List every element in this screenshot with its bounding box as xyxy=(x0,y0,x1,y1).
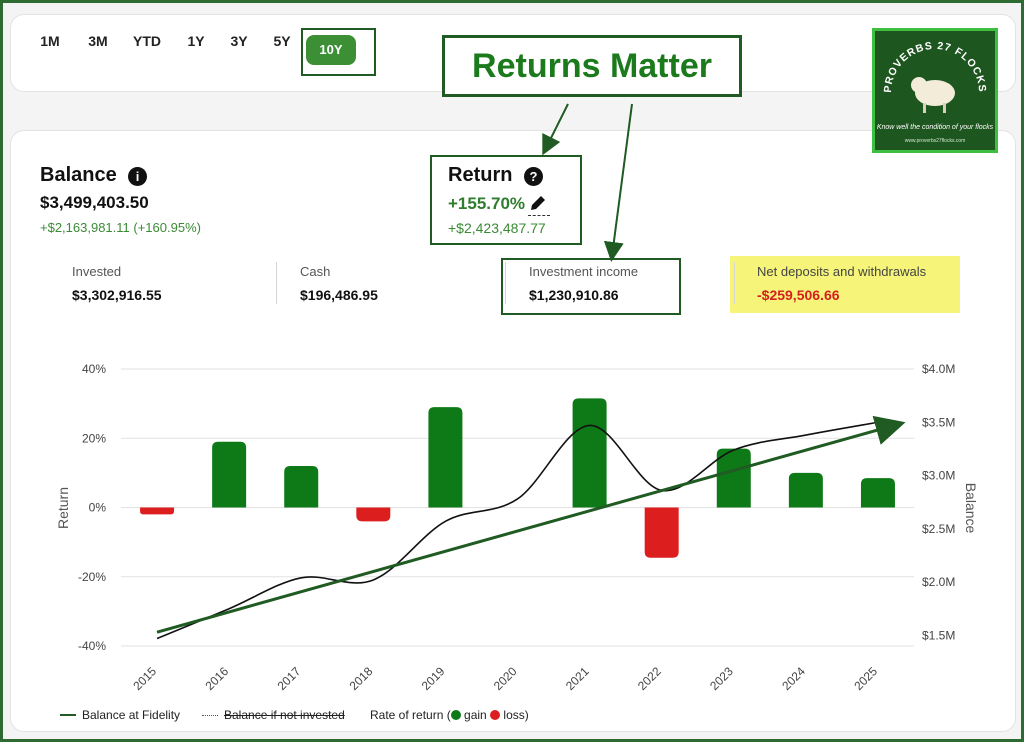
legend-gain-text: gain xyxy=(464,708,487,722)
legend-not-invested-text: Balance if not invested xyxy=(224,708,345,722)
range-tab-3y[interactable]: 3Y xyxy=(230,33,248,49)
cash-value: $196,486.95 xyxy=(300,287,378,303)
logo-url: www.proverbs27flocks.com xyxy=(905,138,966,144)
return-bar-2015 xyxy=(140,507,175,515)
y2-tick-label: $2.5M xyxy=(922,522,955,536)
range-tab-1y[interactable]: 1Y xyxy=(187,33,205,49)
y-tick-label: -40% xyxy=(78,639,106,653)
pencil-icon[interactable] xyxy=(528,193,550,216)
arrow-to-investment-income xyxy=(603,103,633,262)
range-tab-5y[interactable]: 5Y xyxy=(273,33,291,49)
return-bar-2022 xyxy=(644,507,679,558)
info-icon[interactable]: i xyxy=(128,167,147,186)
invested-value: $3,302,916.55 xyxy=(72,287,162,303)
range-tab-3m[interactable]: 3M xyxy=(88,33,108,49)
loss-dot-icon xyxy=(490,710,501,720)
y2-tick-label: $1.5M xyxy=(922,628,955,642)
y2-tick-label: $4.0M xyxy=(922,362,955,376)
x-tick-label: 2018 xyxy=(347,664,376,693)
balance-label: Balance xyxy=(40,164,117,186)
stat-divider xyxy=(276,262,277,304)
y-axis-label: Return xyxy=(55,487,71,529)
y-tick-label: 40% xyxy=(82,362,106,376)
investment-income-highlight-box xyxy=(501,258,681,315)
y-tick-label: -20% xyxy=(78,570,106,584)
x-tick-label: 2015 xyxy=(130,664,159,693)
summary-card xyxy=(10,130,1016,732)
range-highlight-box xyxy=(301,28,376,76)
return-bar-2017 xyxy=(284,465,319,508)
logo-verse: Know well the condition of your flocks xyxy=(877,124,994,131)
balance-change-pct: (+160.95%) xyxy=(133,220,201,235)
y-tick-label: 20% xyxy=(82,431,106,445)
stat-divider xyxy=(734,262,735,304)
x-tick-label: 2021 xyxy=(563,664,592,693)
stat-divider xyxy=(505,262,506,304)
x-tick-label: 2023 xyxy=(707,664,736,693)
range-tab-10y[interactable]: 10Y xyxy=(306,35,356,65)
return-bar-2019 xyxy=(428,407,463,508)
x-tick-label: 2022 xyxy=(635,664,664,693)
x-tick-label: 2016 xyxy=(202,664,231,693)
legend-balance-text: Balance at Fidelity xyxy=(82,708,181,722)
return-pct: +155.70% xyxy=(448,194,526,213)
investment-income-value: $1,230,910.86 xyxy=(529,287,619,303)
range-tab-ytd[interactable]: YTD xyxy=(133,33,161,49)
balance-change-amount: +$2,163,981.11 xyxy=(40,220,130,235)
help-icon[interactable]: ? xyxy=(524,167,543,186)
x-tick-label: 2020 xyxy=(491,664,520,693)
y2-tick-label: $2.0M xyxy=(922,575,955,589)
return-label: Return xyxy=(448,164,513,186)
net-deposits-value: -$259,506.66 xyxy=(757,287,840,303)
arrow-to-return xyxy=(542,103,569,156)
return-bar-2025 xyxy=(860,478,895,508)
net-deposits-highlight xyxy=(730,256,960,313)
x-tick-label: 2017 xyxy=(275,664,304,693)
legend-not-invested[interactable]: Balance if not invested xyxy=(202,708,345,722)
y2-tick-label: $3.0M xyxy=(922,469,955,483)
return-bar-2018 xyxy=(356,507,391,522)
legend-loss-text: loss) xyxy=(503,708,529,722)
gain-dot-icon xyxy=(450,710,461,720)
x-tick-label: 2024 xyxy=(779,664,808,693)
trend-arrow xyxy=(156,415,906,634)
return-bar-2023 xyxy=(716,448,751,508)
y-tick-label: 0% xyxy=(89,501,107,515)
cash-label: Cash xyxy=(300,264,331,279)
legend-line-icon xyxy=(60,714,76,716)
x-tick-label: 2019 xyxy=(419,664,448,693)
return-amount: +$2,423,487.77 xyxy=(448,220,546,236)
return-bar-2021 xyxy=(572,398,607,508)
net-deposits-label: Net deposits and withdrawals xyxy=(757,264,927,279)
return-bar-2024 xyxy=(788,472,823,508)
y2-axis-label: Balance xyxy=(963,483,979,534)
proverbs-logo: PROVERBS 27 FLOCKS Know well the conditi… xyxy=(872,28,998,153)
investment-income-label: Investment income xyxy=(529,264,639,279)
y2-tick-label: $3.5M xyxy=(922,415,955,429)
legend-balance[interactable]: Balance at Fidelity xyxy=(60,708,180,722)
range-tab-1m[interactable]: 1M xyxy=(40,33,60,49)
return-highlight-box xyxy=(430,155,582,245)
invested-label: Invested xyxy=(72,264,122,279)
balance-value: $3,499,403.50 xyxy=(40,193,149,212)
legend-dotted-line-icon xyxy=(202,715,218,716)
x-tick-label: 2025 xyxy=(851,664,880,693)
legend-rate-of-return: Rate of return ( gain loss) xyxy=(370,708,529,722)
legend-rate-prefix: Rate of return ( xyxy=(370,708,451,722)
balance-change: +$2,163,981.11 (+160.95%) xyxy=(40,220,201,235)
callout-title: Returns Matter xyxy=(442,35,742,97)
balance-line xyxy=(156,421,879,640)
return-bar-2016 xyxy=(212,441,247,508)
